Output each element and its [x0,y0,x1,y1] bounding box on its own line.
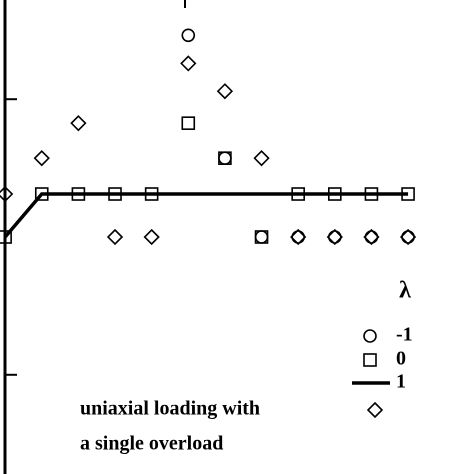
point [180,55,197,72]
point [181,116,196,130]
point [291,230,305,244]
annotation: a single overload [80,433,223,455]
point [106,228,124,246]
legend-label: -1 [396,324,413,346]
point [0,185,14,203]
point [218,151,232,165]
point [290,228,307,246]
point [399,228,417,246]
point [33,150,50,167]
point [181,28,196,43]
point [218,151,232,165]
point [0,230,12,244]
point [253,150,270,167]
point [254,230,269,244]
legend-title: λ [399,278,411,304]
point [401,230,415,244]
line [3,192,409,239]
point [70,115,87,132]
legend-marker [363,353,377,367]
legend-marker [363,329,377,343]
legend-label: 1 [396,371,406,393]
point [328,230,342,244]
point [326,228,343,246]
legend-marker [366,401,384,419]
annotation: uniaxial loading with [80,398,260,420]
point [216,83,234,100]
point [143,228,160,246]
point [254,230,269,244]
point [363,228,380,246]
point [364,230,379,244]
legend-label: 0 [396,348,406,370]
